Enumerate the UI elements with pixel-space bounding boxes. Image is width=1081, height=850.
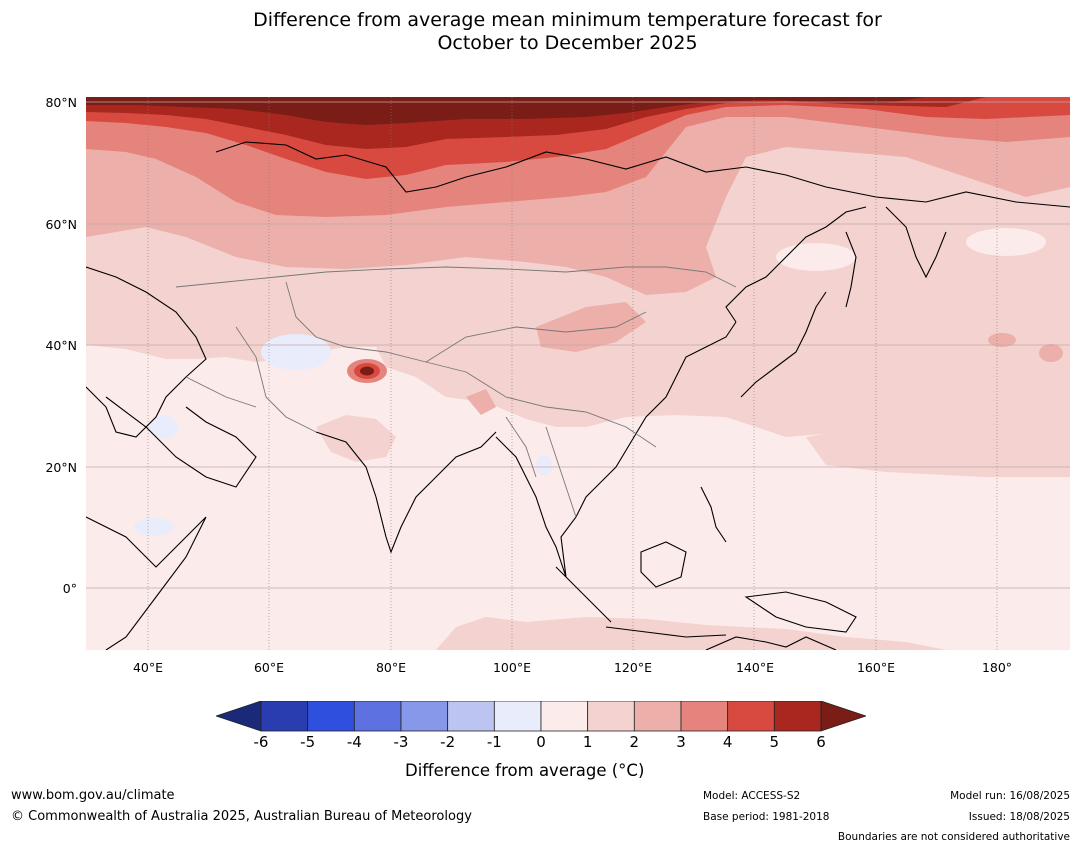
coastlines: [86, 141, 1070, 650]
colorbar-segment: [773, 701, 822, 732]
footer-base-period: Base period: 1981-2018: [703, 811, 830, 823]
colorbar-segment: [540, 701, 589, 732]
lon-label-80e: 80°E: [375, 660, 407, 675]
colorbar-segment: [353, 701, 402, 732]
footer-model: Model: ACCESS-S2: [703, 790, 801, 802]
colorbar-tick-label: -6: [253, 733, 269, 751]
borders: [175, 266, 737, 518]
cool-patch-central-asia: [261, 334, 331, 370]
lon-label-120e: 120°E: [613, 660, 652, 675]
anomaly-band-2-3-himalaya: [466, 389, 496, 415]
colorbar-segment: [400, 701, 449, 732]
lon-label-180: 180°: [981, 660, 1013, 675]
colorbar-tick-label: -5: [300, 733, 316, 751]
colorbar-tick-label: -3: [393, 733, 409, 751]
lon-label-40e: 40°E: [132, 660, 164, 675]
colorbar-tick-label: -4: [346, 733, 362, 751]
colorbar-segment: [260, 701, 309, 732]
colorbar-tick-label: 6: [816, 733, 826, 751]
colorbar-segment: [587, 701, 635, 732]
hotspot-himalaya-core: [360, 366, 374, 376]
lat-label-20n: 20°N: [45, 460, 77, 475]
cool-patch-africa: [134, 518, 174, 536]
colorbar-tick-label: 2: [629, 733, 640, 751]
lat-label-40n: 40°N: [45, 338, 77, 353]
forecast-map: [86, 97, 1070, 650]
colorbar-segment: [493, 701, 542, 732]
lon-label-100e: 100°E: [492, 660, 531, 675]
cool-patch-arabia: [150, 415, 178, 439]
colorbar-tick-label: 4: [722, 733, 733, 751]
lat-label-60n: 60°N: [45, 217, 77, 232]
anomaly-band-2-3-china: [536, 302, 646, 352]
cool-siberia-patch: [776, 243, 856, 271]
colorbar-segment: [633, 701, 682, 732]
colorbar-label: Difference from average (°C): [405, 761, 645, 780]
latitude-lines: [86, 101, 1070, 589]
footer-issued: Issued: 18/08/2025: [968, 811, 1070, 823]
colorbar-tick-label: 1: [582, 733, 593, 751]
anomaly-band-1-2-east: [806, 427, 1070, 477]
colorbar-tick-label: 5: [769, 733, 780, 751]
cool-patch-indochina: [536, 455, 552, 475]
anomaly-band-1-2-south: [436, 617, 946, 650]
colorbar-tick-label: -1: [486, 733, 502, 751]
warm-patch-pacific-2: [1039, 344, 1063, 362]
lat-label-80n: 80°N: [45, 95, 77, 110]
footer-copyright: © Commonwealth of Australia 2025, Austra…: [11, 809, 472, 824]
lon-label-60e: 60°E: [253, 660, 285, 675]
footer-disclaimer: Boundaries are not considered authoritat…: [837, 831, 1070, 843]
lon-label-140e: 140°E: [735, 660, 774, 675]
colorbar-tick-label: 0: [536, 733, 546, 751]
map-title: Difference from average mean minimum tem…: [0, 9, 1081, 55]
colorbar-arrow-high: [820, 701, 866, 732]
forecast-map-svg: [86, 97, 1070, 650]
lon-label-160e: 160°E: [856, 660, 895, 675]
gridlines: [147, 97, 998, 650]
footer-model-run: Model run: 16/08/2025: [950, 790, 1070, 802]
colorbar-tick-label: 3: [676, 733, 686, 751]
map-title-line2: October to December 2025: [437, 32, 698, 54]
colorbar-segment: [680, 701, 729, 732]
colorbar-ticks: -6 -5 -4 -3 -2 -1 0 1 2 3 4 5 6: [0, 733, 1081, 753]
footer-website[interactable]: www.bom.gov.au/climate: [11, 788, 175, 803]
anomaly-band-over-6: [86, 97, 926, 125]
colorbar-segment: [727, 701, 775, 732]
colorbar: [216, 701, 866, 732]
cool-siberia-patch-2: [966, 228, 1046, 256]
warm-patch-pacific: [988, 333, 1016, 347]
colorbar-tick-label: -2: [440, 733, 456, 751]
lat-label-0: 0°: [62, 581, 77, 596]
colorbar-arrow-low: [216, 701, 262, 732]
colorbar-segment: [307, 701, 355, 732]
anomaly-band-1-2-india: [316, 415, 396, 462]
map-title-line1: Difference from average mean minimum tem…: [253, 9, 882, 31]
colorbar-segment: [447, 701, 495, 732]
